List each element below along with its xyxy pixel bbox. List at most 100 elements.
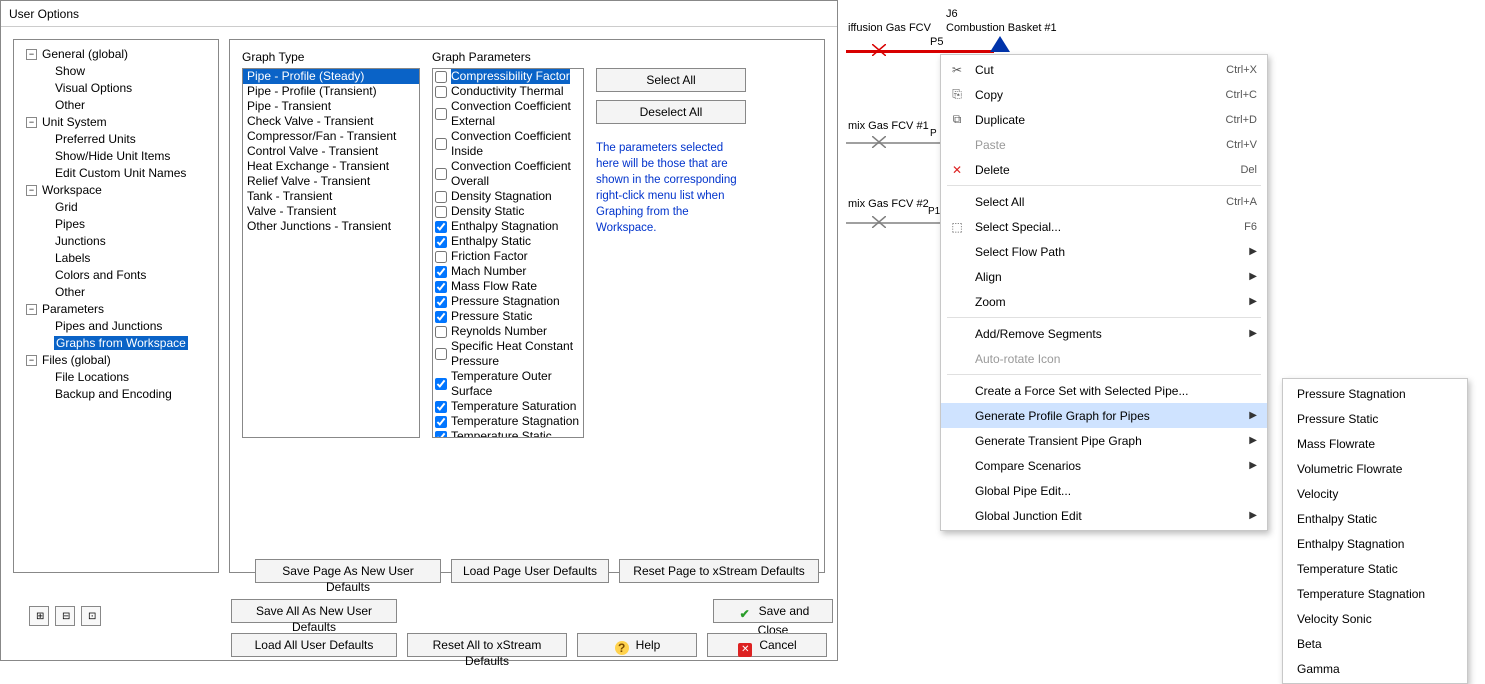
context-menu-item[interactable]: ⎘CopyCtrl+C xyxy=(941,82,1267,107)
tree-item[interactable]: File Locations xyxy=(18,369,214,386)
tree-item[interactable]: Pipes and Junctions xyxy=(18,318,214,335)
graph-param-checkbox[interactable] xyxy=(435,296,447,308)
load-all-defaults-button[interactable]: Load All User Defaults xyxy=(231,633,397,657)
graph-param-checkbox[interactable] xyxy=(435,266,447,278)
reset-page-button[interactable]: Reset Page to xStream Defaults xyxy=(619,559,819,583)
graph-type-item[interactable]: Relief Valve - Transient xyxy=(243,174,419,189)
graph-param-checkbox[interactable] xyxy=(435,168,447,180)
graph-type-item[interactable]: Pipe - Profile (Transient) xyxy=(243,84,419,99)
graph-param-checkbox[interactable] xyxy=(435,348,447,360)
save-page-defaults-button[interactable]: Save Page As New User Defaults xyxy=(255,559,441,583)
graph-param-item[interactable]: Temperature Saturation xyxy=(433,399,583,414)
help-button[interactable]: ?Help xyxy=(577,633,697,657)
context-menu-item[interactable]: Select AllCtrl+A xyxy=(941,189,1267,214)
graph-param-checkbox[interactable] xyxy=(435,108,447,120)
graph-param-item[interactable]: Friction Factor xyxy=(433,249,583,264)
graph-param-item[interactable]: Specific Heat Constant Pressure xyxy=(433,339,583,369)
pipe-segment[interactable] xyxy=(846,142,940,144)
tree-item[interactable]: Backup and Encoding xyxy=(18,386,214,403)
graph-params-list[interactable]: Compressibility FactorConductivity Therm… xyxy=(432,68,584,438)
tree-item[interactable]: Other xyxy=(18,97,214,114)
graph-param-checkbox[interactable] xyxy=(435,378,447,390)
graph-param-item[interactable]: Enthalpy Stagnation xyxy=(433,219,583,234)
graph-param-item[interactable]: Temperature Outer Surface xyxy=(433,369,583,399)
context-menu-item[interactable]: ✂CutCtrl+X xyxy=(941,57,1267,82)
submenu-item[interactable]: Enthalpy Stagnation xyxy=(1283,531,1467,556)
graph-type-item[interactable]: Compressor/Fan - Transient xyxy=(243,129,419,144)
context-menu-item[interactable]: Zoom▶ xyxy=(941,289,1267,314)
tree-item[interactable]: Graphs from Workspace xyxy=(18,335,214,352)
tree-group[interactable]: −Parameters xyxy=(18,301,214,318)
submenu-item[interactable]: Velocity xyxy=(1283,481,1467,506)
tree-expand-button[interactable]: ⊞ xyxy=(29,606,49,626)
graph-param-checkbox[interactable] xyxy=(435,191,447,203)
graph-type-list[interactable]: Pipe - Profile (Steady)Pipe - Profile (T… xyxy=(242,68,420,438)
graph-param-item[interactable]: Convection Coefficient External xyxy=(433,99,583,129)
tree-item[interactable]: Show/Hide Unit Items xyxy=(18,148,214,165)
pipe-segment[interactable] xyxy=(846,50,994,53)
context-menu-item[interactable]: Create a Force Set with Selected Pipe... xyxy=(941,378,1267,403)
tree-item[interactable]: Other xyxy=(18,284,214,301)
graph-param-item[interactable]: Convection Coefficient Overall xyxy=(433,159,583,189)
graph-type-item[interactable]: Pipe - Transient xyxy=(243,99,419,114)
submenu-item[interactable]: Volumetric Flowrate xyxy=(1283,456,1467,481)
graph-param-item[interactable]: Enthalpy Static xyxy=(433,234,583,249)
graph-param-item[interactable]: Pressure Static xyxy=(433,309,583,324)
tree-item[interactable]: Pipes xyxy=(18,216,214,233)
tree-collapse-button[interactable]: ⊟ xyxy=(55,606,75,626)
graph-param-item[interactable]: Reynolds Number xyxy=(433,324,583,339)
submenu-item[interactable]: Enthalpy Static xyxy=(1283,506,1467,531)
pipe-segment[interactable] xyxy=(846,222,940,224)
tree-item[interactable]: Colors and Fonts xyxy=(18,267,214,284)
context-submenu[interactable]: Pressure StagnationPressure StaticMass F… xyxy=(1282,378,1468,684)
junction-node[interactable] xyxy=(990,36,1010,52)
graph-type-item[interactable]: Heat Exchange - Transient xyxy=(243,159,419,174)
graph-type-item[interactable]: Control Valve - Transient xyxy=(243,144,419,159)
deselect-all-button[interactable]: Deselect All xyxy=(596,100,746,124)
context-menu-item[interactable]: Global Pipe Edit... xyxy=(941,478,1267,503)
context-menu-item[interactable]: Generate Transient Pipe Graph▶ xyxy=(941,428,1267,453)
graph-param-checkbox[interactable] xyxy=(435,431,447,439)
graph-param-item[interactable]: Pressure Stagnation xyxy=(433,294,583,309)
context-menu-item[interactable]: Compare Scenarios▶ xyxy=(941,453,1267,478)
tree-group[interactable]: −Files (global) xyxy=(18,352,214,369)
tree-item[interactable]: Grid xyxy=(18,199,214,216)
graph-param-checkbox[interactable] xyxy=(435,251,447,263)
context-menu-item[interactable]: ⧉DuplicateCtrl+D xyxy=(941,107,1267,132)
context-menu-item[interactable]: Add/Remove Segments▶ xyxy=(941,321,1267,346)
graph-type-item[interactable]: Other Junctions - Transient xyxy=(243,219,419,234)
tree-item[interactable]: Show xyxy=(18,63,214,80)
graph-type-item[interactable]: Valve - Transient xyxy=(243,204,419,219)
graph-param-checkbox[interactable] xyxy=(435,401,447,413)
graph-param-checkbox[interactable] xyxy=(435,326,447,338)
graph-param-checkbox[interactable] xyxy=(435,86,447,98)
graph-param-item[interactable]: Density Static xyxy=(433,204,583,219)
tree-group[interactable]: −General (global) xyxy=(18,46,214,63)
graph-param-checkbox[interactable] xyxy=(435,71,447,83)
graph-param-checkbox[interactable] xyxy=(435,311,447,323)
tree-group[interactable]: −Workspace xyxy=(18,182,214,199)
reset-all-button[interactable]: Reset All to xStream Defaults xyxy=(407,633,567,657)
graph-param-checkbox[interactable] xyxy=(435,416,447,428)
tree-item[interactable]: Edit Custom Unit Names xyxy=(18,165,214,182)
context-menu-item[interactable]: ⬚Select Special...F6 xyxy=(941,214,1267,239)
context-menu-item[interactable]: Align▶ xyxy=(941,264,1267,289)
save-close-button[interactable]: ✔Save and Close xyxy=(713,599,833,623)
graph-param-item[interactable]: Compressibility Factor xyxy=(433,69,583,84)
options-tree[interactable]: −General (global)ShowVisual OptionsOther… xyxy=(13,39,219,573)
submenu-item[interactable]: Pressure Stagnation xyxy=(1283,381,1467,406)
context-menu[interactable]: ✂CutCtrl+X⎘CopyCtrl+C⧉DuplicateCtrl+DPas… xyxy=(940,54,1268,531)
graph-param-checkbox[interactable] xyxy=(435,221,447,233)
cancel-button[interactable]: ✕Cancel xyxy=(707,633,827,657)
tree-group[interactable]: −Unit System xyxy=(18,114,214,131)
save-all-defaults-button[interactable]: Save All As New User Defaults xyxy=(231,599,397,623)
graph-param-checkbox[interactable] xyxy=(435,206,447,218)
graph-param-checkbox[interactable] xyxy=(435,236,447,248)
context-menu-item[interactable]: Generate Profile Graph for Pipes▶ xyxy=(941,403,1267,428)
context-menu-item[interactable]: Select Flow Path▶ xyxy=(941,239,1267,264)
graph-type-item[interactable]: Check Valve - Transient xyxy=(243,114,419,129)
tree-item[interactable]: Labels xyxy=(18,250,214,267)
submenu-item[interactable]: Velocity Sonic xyxy=(1283,606,1467,631)
graph-param-item[interactable]: Conductivity Thermal xyxy=(433,84,583,99)
load-page-defaults-button[interactable]: Load Page User Defaults xyxy=(451,559,609,583)
